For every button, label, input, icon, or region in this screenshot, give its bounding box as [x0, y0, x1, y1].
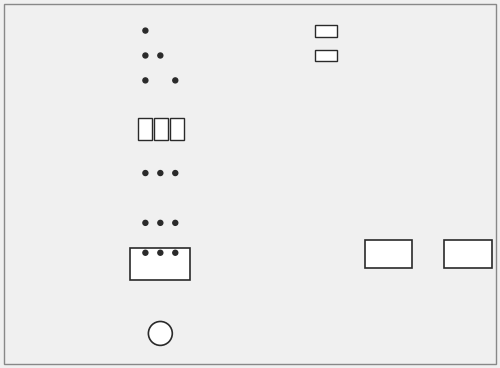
Circle shape: [158, 250, 163, 255]
Text: U12: U12: [126, 167, 143, 177]
Text: FR: FR: [100, 258, 112, 267]
Text: V: V: [158, 289, 164, 298]
Circle shape: [158, 53, 163, 58]
Text: 2: 2: [362, 61, 368, 70]
Bar: [315, 25, 336, 36]
Text: W13: W13: [158, 232, 177, 241]
Text: KM1: KM1: [368, 233, 387, 242]
Text: SB3: SB3: [362, 71, 379, 80]
Text: 5: 5: [362, 163, 368, 173]
Text: KM1: KM1: [392, 97, 409, 106]
Circle shape: [173, 170, 178, 176]
Text: 0: 0: [340, 48, 346, 57]
Text: KM1: KM1: [454, 174, 472, 183]
Text: 8: 8: [457, 163, 463, 173]
Circle shape: [143, 250, 148, 255]
Circle shape: [173, 250, 178, 255]
Bar: [130, 248, 190, 280]
Text: KM2: KM2: [245, 191, 264, 201]
Text: 9: 9: [457, 198, 463, 208]
Text: 紧急停止: 紧急停止: [418, 67, 444, 77]
Bar: [444, 240, 492, 268]
Text: KM2: KM2: [448, 233, 466, 242]
Text: W: W: [172, 289, 181, 298]
Circle shape: [173, 220, 178, 225]
Text: 4: 4: [362, 129, 368, 138]
Text: www.docin.com: www.docin.com: [156, 169, 314, 187]
Text: PE: PE: [100, 331, 112, 340]
Text: KM1: KM1: [108, 191, 128, 201]
Text: V12: V12: [142, 174, 158, 184]
Text: FU2: FU2: [318, 16, 335, 25]
Circle shape: [143, 220, 148, 225]
Bar: [154, 118, 168, 140]
Text: SB1: SB1: [362, 99, 378, 108]
Text: SB2: SB2: [452, 81, 468, 90]
Text: 3: 3: [362, 89, 368, 98]
Text: V13: V13: [142, 225, 159, 234]
Text: 1: 1: [362, 34, 368, 43]
Text: U11: U11: [138, 16, 156, 25]
Text: L3: L3: [9, 76, 20, 85]
Text: U: U: [142, 289, 148, 298]
Text: 3~: 3~: [156, 335, 168, 344]
Text: W11: W11: [156, 69, 176, 78]
Circle shape: [143, 78, 148, 83]
Text: W13: W13: [158, 180, 177, 190]
Text: 7: 7: [457, 89, 463, 98]
Circle shape: [143, 53, 148, 58]
Circle shape: [143, 170, 148, 176]
Circle shape: [158, 170, 163, 176]
Circle shape: [143, 28, 148, 33]
Bar: [138, 118, 152, 140]
Text: QS: QS: [56, 14, 70, 23]
Text: M: M: [156, 326, 166, 336]
Circle shape: [158, 220, 163, 225]
Text: V11: V11: [148, 44, 166, 53]
Text: FU1: FU1: [184, 120, 200, 129]
Bar: [170, 118, 184, 140]
Bar: [315, 50, 336, 61]
Text: FR: FR: [366, 45, 377, 54]
Text: U13: U13: [126, 218, 143, 227]
Text: L2: L2: [9, 51, 20, 60]
Circle shape: [148, 322, 172, 346]
Bar: [414, 61, 486, 84]
Bar: [364, 240, 412, 268]
Text: 6: 6: [362, 198, 368, 208]
Circle shape: [173, 78, 178, 83]
Text: L1: L1: [9, 26, 20, 35]
Text: KM2: KM2: [362, 174, 380, 183]
